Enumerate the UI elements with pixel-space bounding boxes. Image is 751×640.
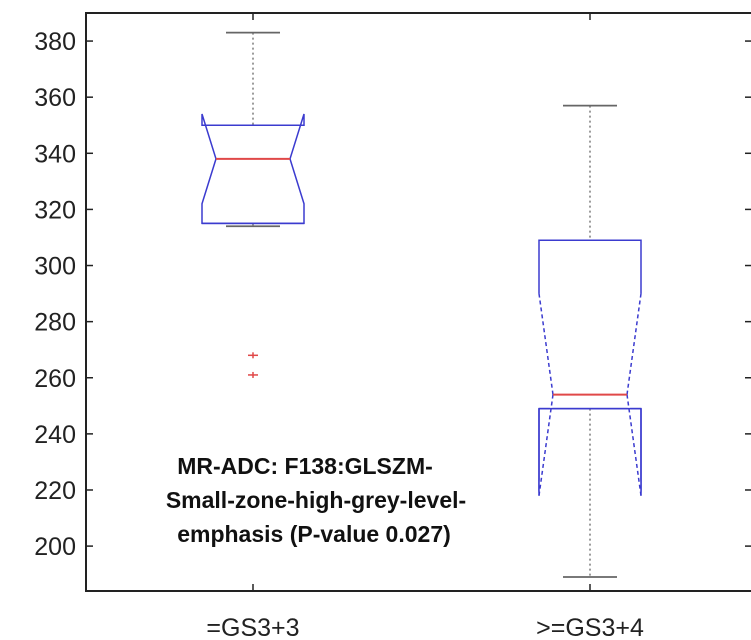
annotation-line-1: MR-ADC: F138:GLSZM- <box>177 453 433 479</box>
box-2 <box>537 13 643 591</box>
notch-left-lower <box>538 394 554 496</box>
box-outline <box>538 239 642 496</box>
box-1 <box>201 13 305 591</box>
y-tick-label: 300 <box>34 253 76 281</box>
y-axis: 200 220 240 260 280 300 320 340 360 380 <box>34 28 93 561</box>
x-category-label: >=GS3+4 <box>536 614 644 640</box>
box-outline <box>201 113 305 225</box>
y-tick-label: 280 <box>34 309 76 337</box>
y-tick-label: 380 <box>34 28 76 56</box>
y-tick-label: 200 <box>34 533 76 561</box>
annotation-line-3: emphasis (P-value 0.027) <box>177 521 451 547</box>
y-tick-label: 220 <box>34 477 76 505</box>
x-axis: =GS3+3 >=GS3+4 <box>206 614 644 640</box>
x-category-label: =GS3+3 <box>206 614 299 640</box>
annotation-line-2: Small-zone-high-grey-level- <box>166 487 466 513</box>
boxes-group <box>201 13 643 591</box>
y-tick-label: 360 <box>34 84 76 112</box>
notch-left-upper <box>538 293 554 395</box>
y-tick-label: 240 <box>34 421 76 449</box>
right-axis-ticks <box>745 40 751 547</box>
notch-right-lower <box>626 394 642 496</box>
y-tick-label: 260 <box>34 365 76 393</box>
y-tick-label: 320 <box>34 196 76 224</box>
notch-right-upper <box>626 293 642 395</box>
y-tick-label: 340 <box>34 140 76 168</box>
plot-frame <box>85 12 751 592</box>
